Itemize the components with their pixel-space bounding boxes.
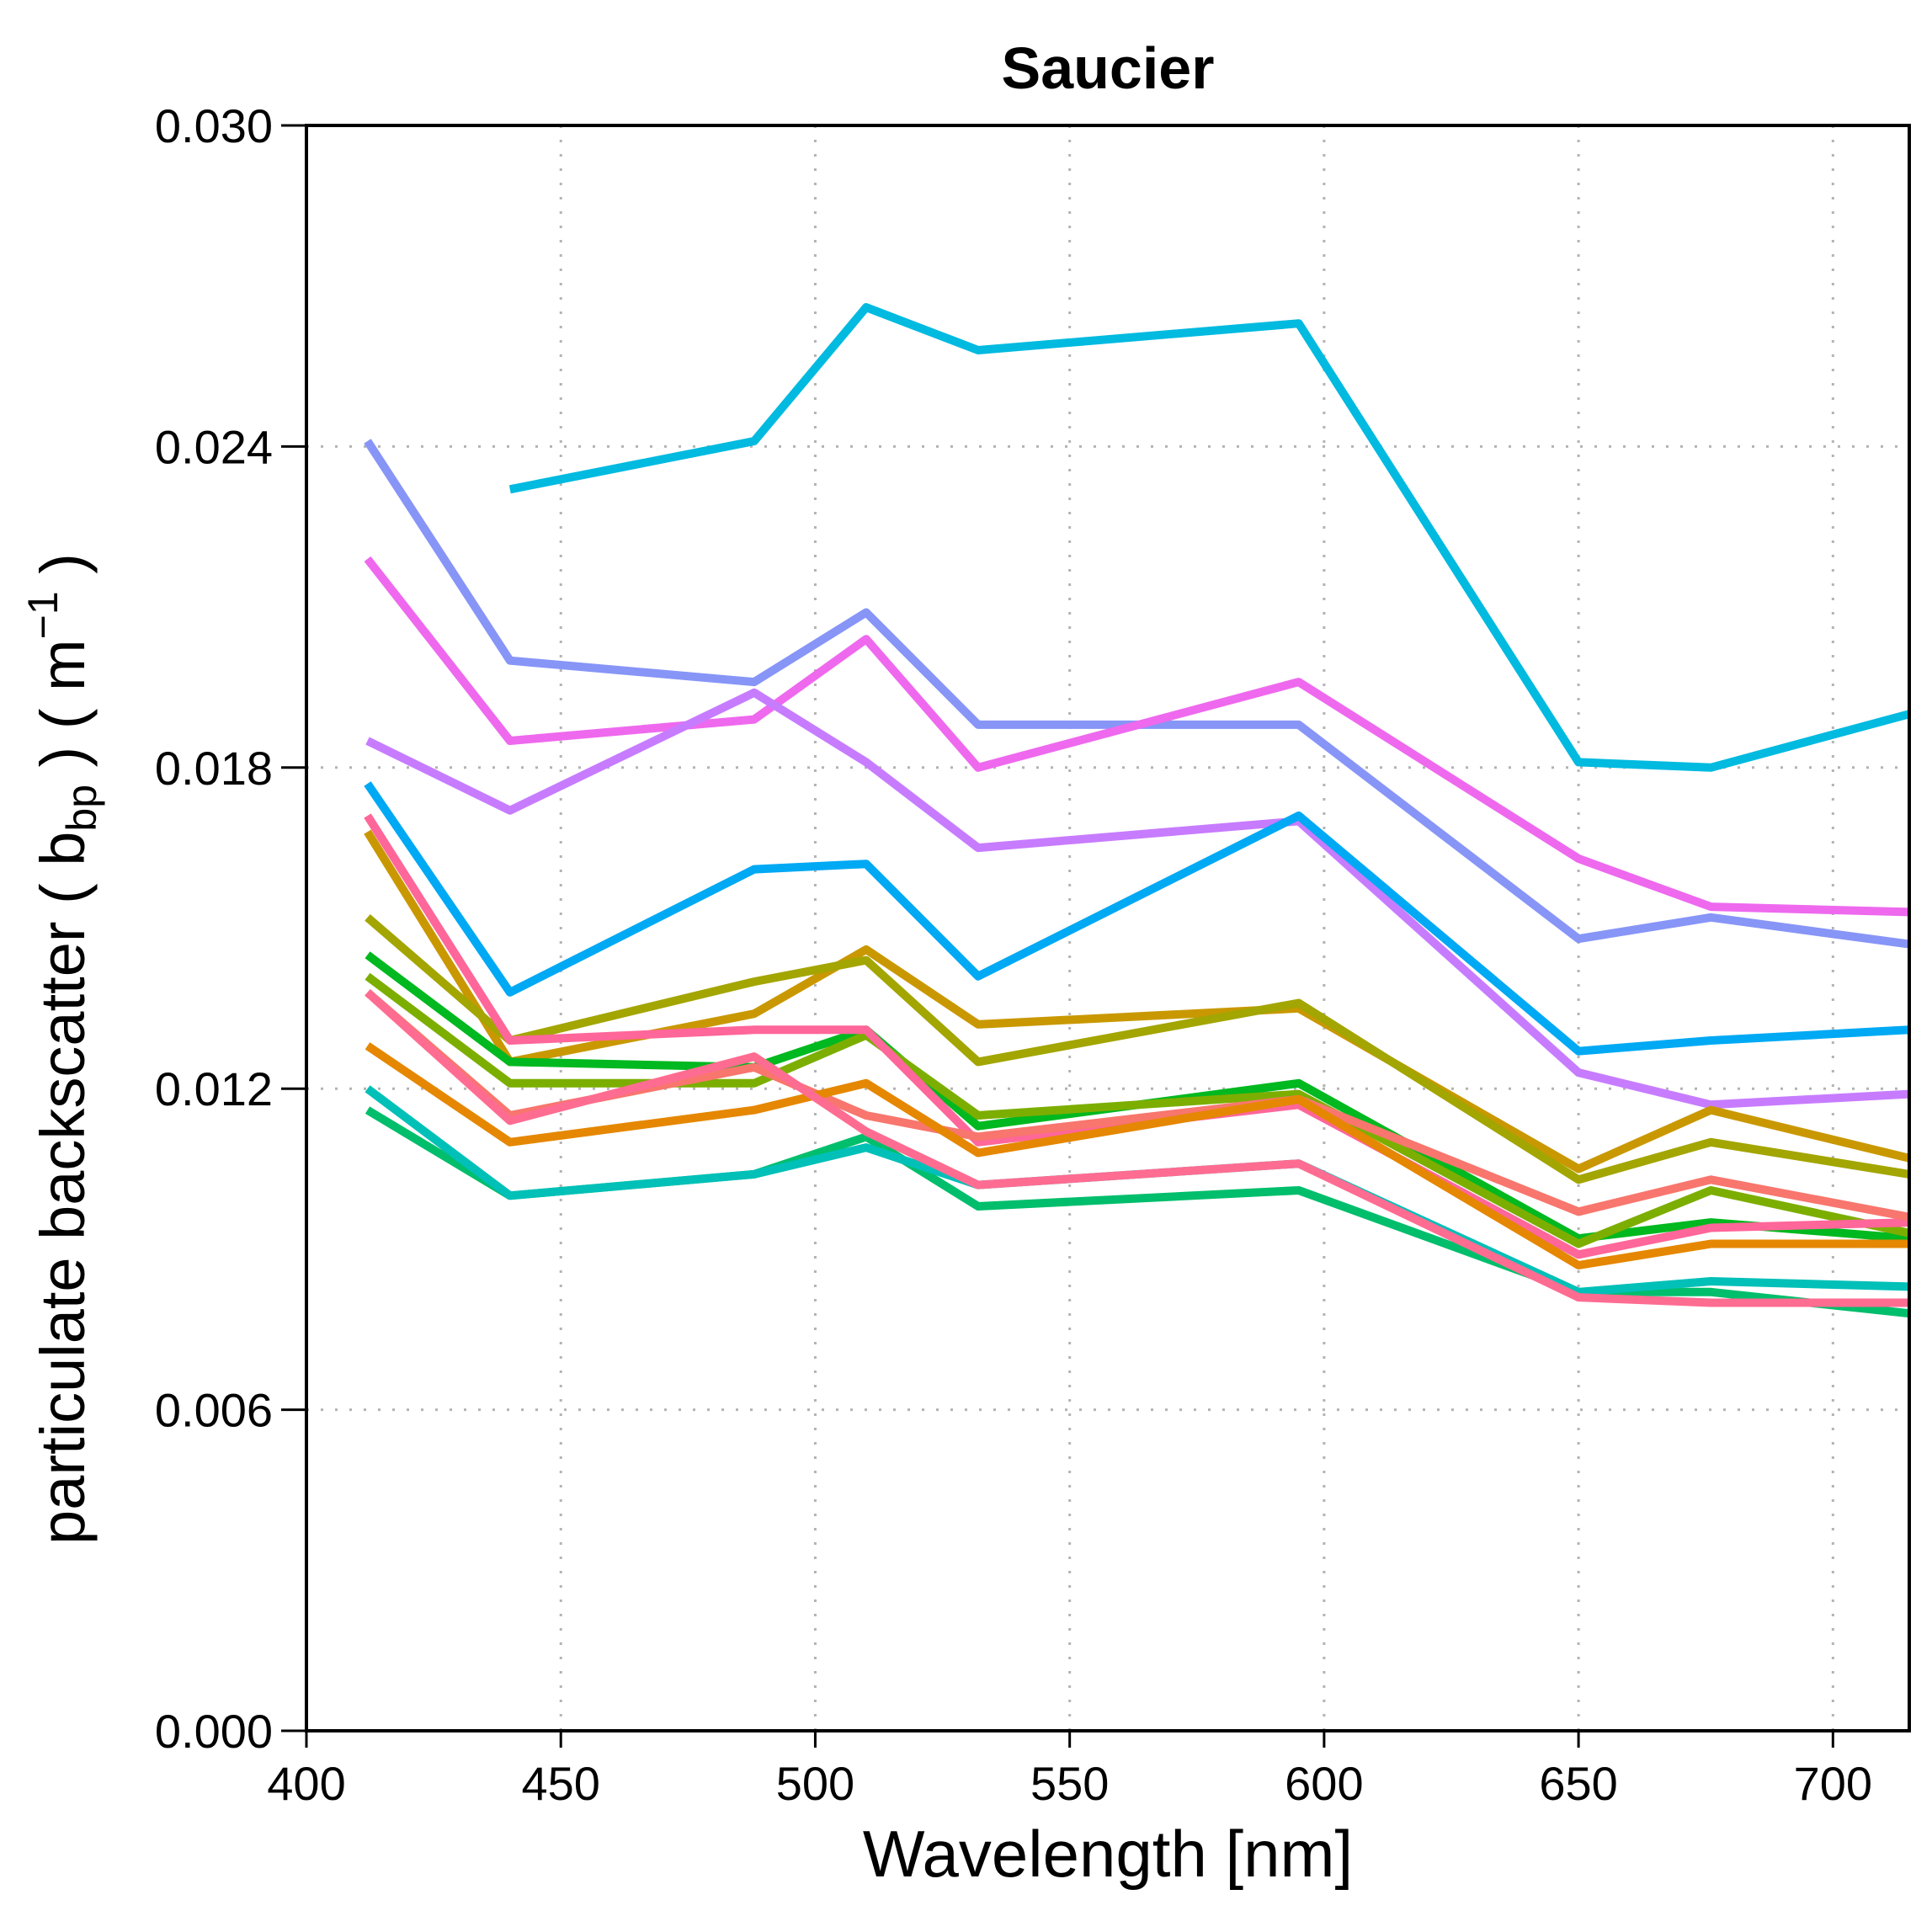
series-line <box>365 989 1909 1307</box>
x-tick-label: 700 <box>1794 1757 1872 1810</box>
y-axis-label-symbol: b <box>28 832 98 866</box>
axis-ticks: 400 450 500 550 600 650 700 0.000 0.006 0.012 0.01… <box>155 99 1872 1810</box>
y-axis-label-unit-close: ) <box>28 553 98 591</box>
series-line <box>364 829 1911 1174</box>
chart-title: Saucier <box>1002 35 1215 101</box>
y-tick-label: 0.006 <box>155 1384 273 1437</box>
series-line <box>365 951 1910 1243</box>
x-tick-label: 550 <box>1030 1757 1109 1810</box>
series-line <box>364 781 1910 1056</box>
series-line <box>508 303 1911 772</box>
x-tick-label: 600 <box>1285 1757 1363 1810</box>
x-axis-label: Wavelength [nm] <box>863 1817 1353 1891</box>
y-axis-label-prefix: particulate backscatter ( <box>28 866 98 1545</box>
series-line <box>365 914 1910 1184</box>
plot-frame <box>305 124 1911 1732</box>
x-tick-label: 500 <box>776 1757 854 1810</box>
x-tick-label: 650 <box>1539 1757 1617 1810</box>
series-line <box>364 813 1910 1259</box>
y-axis-label-subscript: bp <box>58 785 105 832</box>
x-tick-label: 400 <box>267 1757 345 1810</box>
y-axis-label-unit-superscript: −1 <box>19 591 67 639</box>
y-axis-label: particulate backscatter ( bbp ) ( m−1 ) <box>19 553 105 1545</box>
y-tick-label: 0.012 <box>155 1062 273 1115</box>
series-line <box>365 688 1910 1110</box>
series-line <box>365 1042 1909 1269</box>
y-tick-label: 0.024 <box>155 420 273 473</box>
x-tick-label: 450 <box>522 1757 600 1810</box>
y-tick-label: 0.030 <box>155 99 273 152</box>
series-line <box>365 972 1911 1248</box>
series-line <box>364 556 1910 917</box>
series-lines <box>364 303 1911 1318</box>
y-axis-label-unit-open: ) ( m <box>28 639 98 785</box>
y-tick-label: 0.018 <box>155 742 273 795</box>
series-line <box>364 439 1910 949</box>
y-tick-label: 0.000 <box>155 1705 273 1758</box>
